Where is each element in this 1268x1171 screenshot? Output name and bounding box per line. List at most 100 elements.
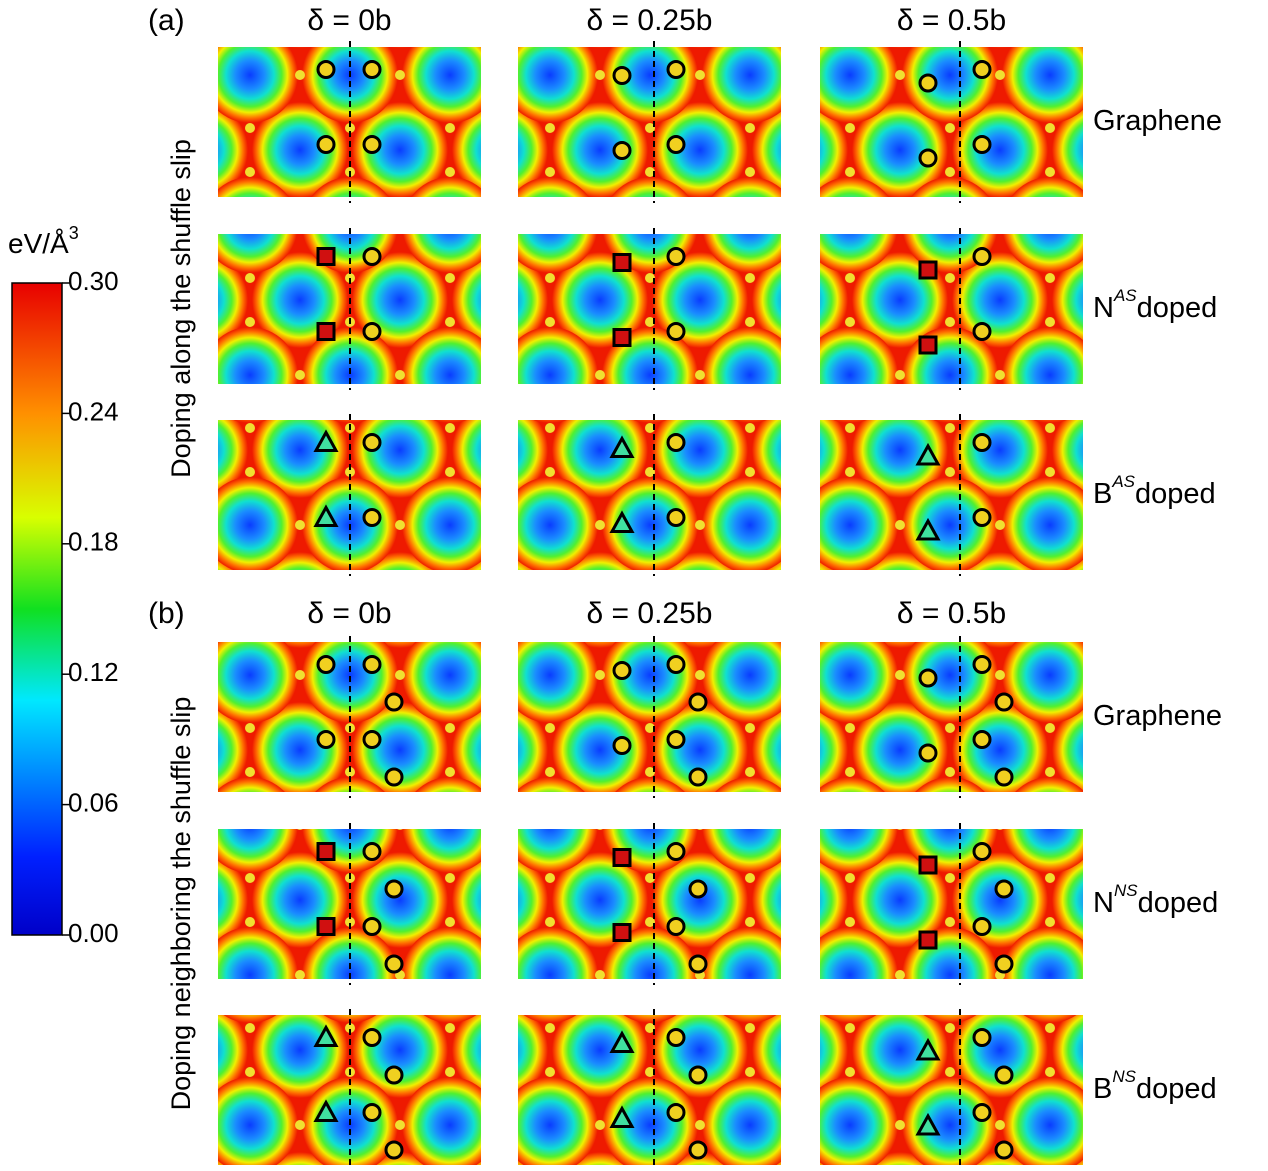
colorbar-tick-label: 0.12 (68, 657, 119, 687)
colorbar-tick-label: 0.00 (68, 918, 119, 948)
row-title: Doping along the shuffle slip (166, 139, 196, 478)
column-title: δ = 0b (307, 4, 391, 37)
atom-marker (316, 135, 336, 154)
colorbar-tick-label: 0.30 (68, 266, 119, 296)
density-map (518, 636, 781, 798)
column-title: δ = 0.5b (897, 4, 1006, 37)
map-background (820, 47, 1083, 197)
dopant-marker (612, 923, 632, 942)
atom-marker (362, 842, 382, 861)
density-map (820, 1009, 1083, 1171)
dopant-marker (609, 1105, 635, 1128)
dopant-marker (915, 517, 941, 541)
row-label-base: N (1093, 887, 1114, 919)
map-background (518, 829, 781, 979)
density-map (518, 228, 781, 390)
row-label: BASdoped (1093, 472, 1216, 509)
atom-marker (918, 73, 938, 93)
dopant-marker (918, 930, 938, 950)
dopant-marker (915, 442, 941, 466)
atom-marker (612, 141, 632, 160)
density-map (218, 228, 481, 390)
map-background (820, 642, 1083, 792)
row-label-sup: AS (1113, 286, 1137, 305)
density-map (218, 823, 481, 985)
atom-marker (316, 60, 336, 79)
row-label-base: B (1093, 1073, 1112, 1105)
atom-marker (362, 1103, 382, 1122)
density-map (518, 41, 781, 203)
atom-marker (994, 767, 1014, 787)
atom-marker (362, 917, 382, 936)
row-label-sup: NS (1112, 1067, 1136, 1086)
density-map (820, 41, 1083, 203)
atom-marker (362, 60, 382, 79)
map-background (518, 1015, 781, 1165)
atom-marker (972, 60, 992, 79)
colorbar-tick-label: 0.06 (68, 787, 119, 817)
column-title: δ = 0.25b (587, 4, 713, 37)
map-background (518, 234, 781, 384)
atom-marker (972, 1103, 992, 1122)
atom-marker (384, 1140, 404, 1160)
row-label-text: doped (1138, 887, 1219, 919)
atom-marker (612, 66, 632, 85)
dopant-marker (316, 322, 336, 341)
atom-marker (972, 842, 992, 861)
dopant-marker (609, 435, 635, 458)
dopant-marker (316, 842, 336, 861)
atom-marker (666, 247, 686, 266)
dopant-marker (918, 855, 938, 875)
density-map (820, 414, 1083, 576)
atom-marker (612, 661, 632, 680)
dopant-marker (612, 253, 632, 272)
atom-marker (994, 692, 1014, 712)
atom-marker (972, 730, 992, 749)
atom-marker (688, 1140, 708, 1160)
atom-marker (688, 692, 708, 712)
density-map (820, 636, 1083, 798)
atom-marker (994, 954, 1014, 974)
density-map (218, 1009, 481, 1171)
colorbar-tick-label: 0.24 (68, 396, 119, 426)
atom-marker (384, 1065, 404, 1085)
atom-marker (316, 730, 336, 749)
column-title: δ = 0b (307, 597, 391, 630)
dopant-marker (316, 247, 336, 266)
dopant-marker (612, 848, 632, 867)
atom-marker (384, 954, 404, 974)
atom-marker (688, 1065, 708, 1085)
dopant-marker (915, 1112, 941, 1136)
atom-marker (666, 433, 686, 452)
atom-marker (384, 879, 404, 899)
row-title: Doping neighboring the shuffle slip (166, 697, 196, 1111)
dopant-marker (313, 1024, 339, 1047)
dopant-marker (612, 328, 632, 347)
row-label: Graphene (1093, 700, 1222, 732)
map-background (518, 642, 781, 792)
atom-marker (666, 508, 686, 527)
colorbar-label: eV/Å3 (8, 223, 79, 260)
dopant-marker (313, 504, 339, 527)
row-label-base: N (1093, 292, 1114, 324)
atom-marker (362, 433, 382, 452)
density-map (820, 228, 1083, 390)
panel-label: (b) (148, 597, 185, 630)
atom-marker (316, 655, 336, 674)
map-background (518, 47, 781, 197)
dopant-marker (313, 1099, 339, 1122)
atom-marker (918, 743, 938, 763)
atom-marker (972, 917, 992, 936)
atom-marker (666, 655, 686, 674)
atom-marker (972, 1028, 992, 1047)
atom-marker (666, 60, 686, 79)
atom-marker (972, 135, 992, 154)
panel-label: (a) (148, 4, 185, 37)
atom-marker (362, 730, 382, 749)
density-map (518, 1009, 781, 1171)
atom-marker (362, 655, 382, 674)
atom-marker (666, 322, 686, 341)
atom-marker (972, 247, 992, 266)
atom-marker (666, 730, 686, 749)
